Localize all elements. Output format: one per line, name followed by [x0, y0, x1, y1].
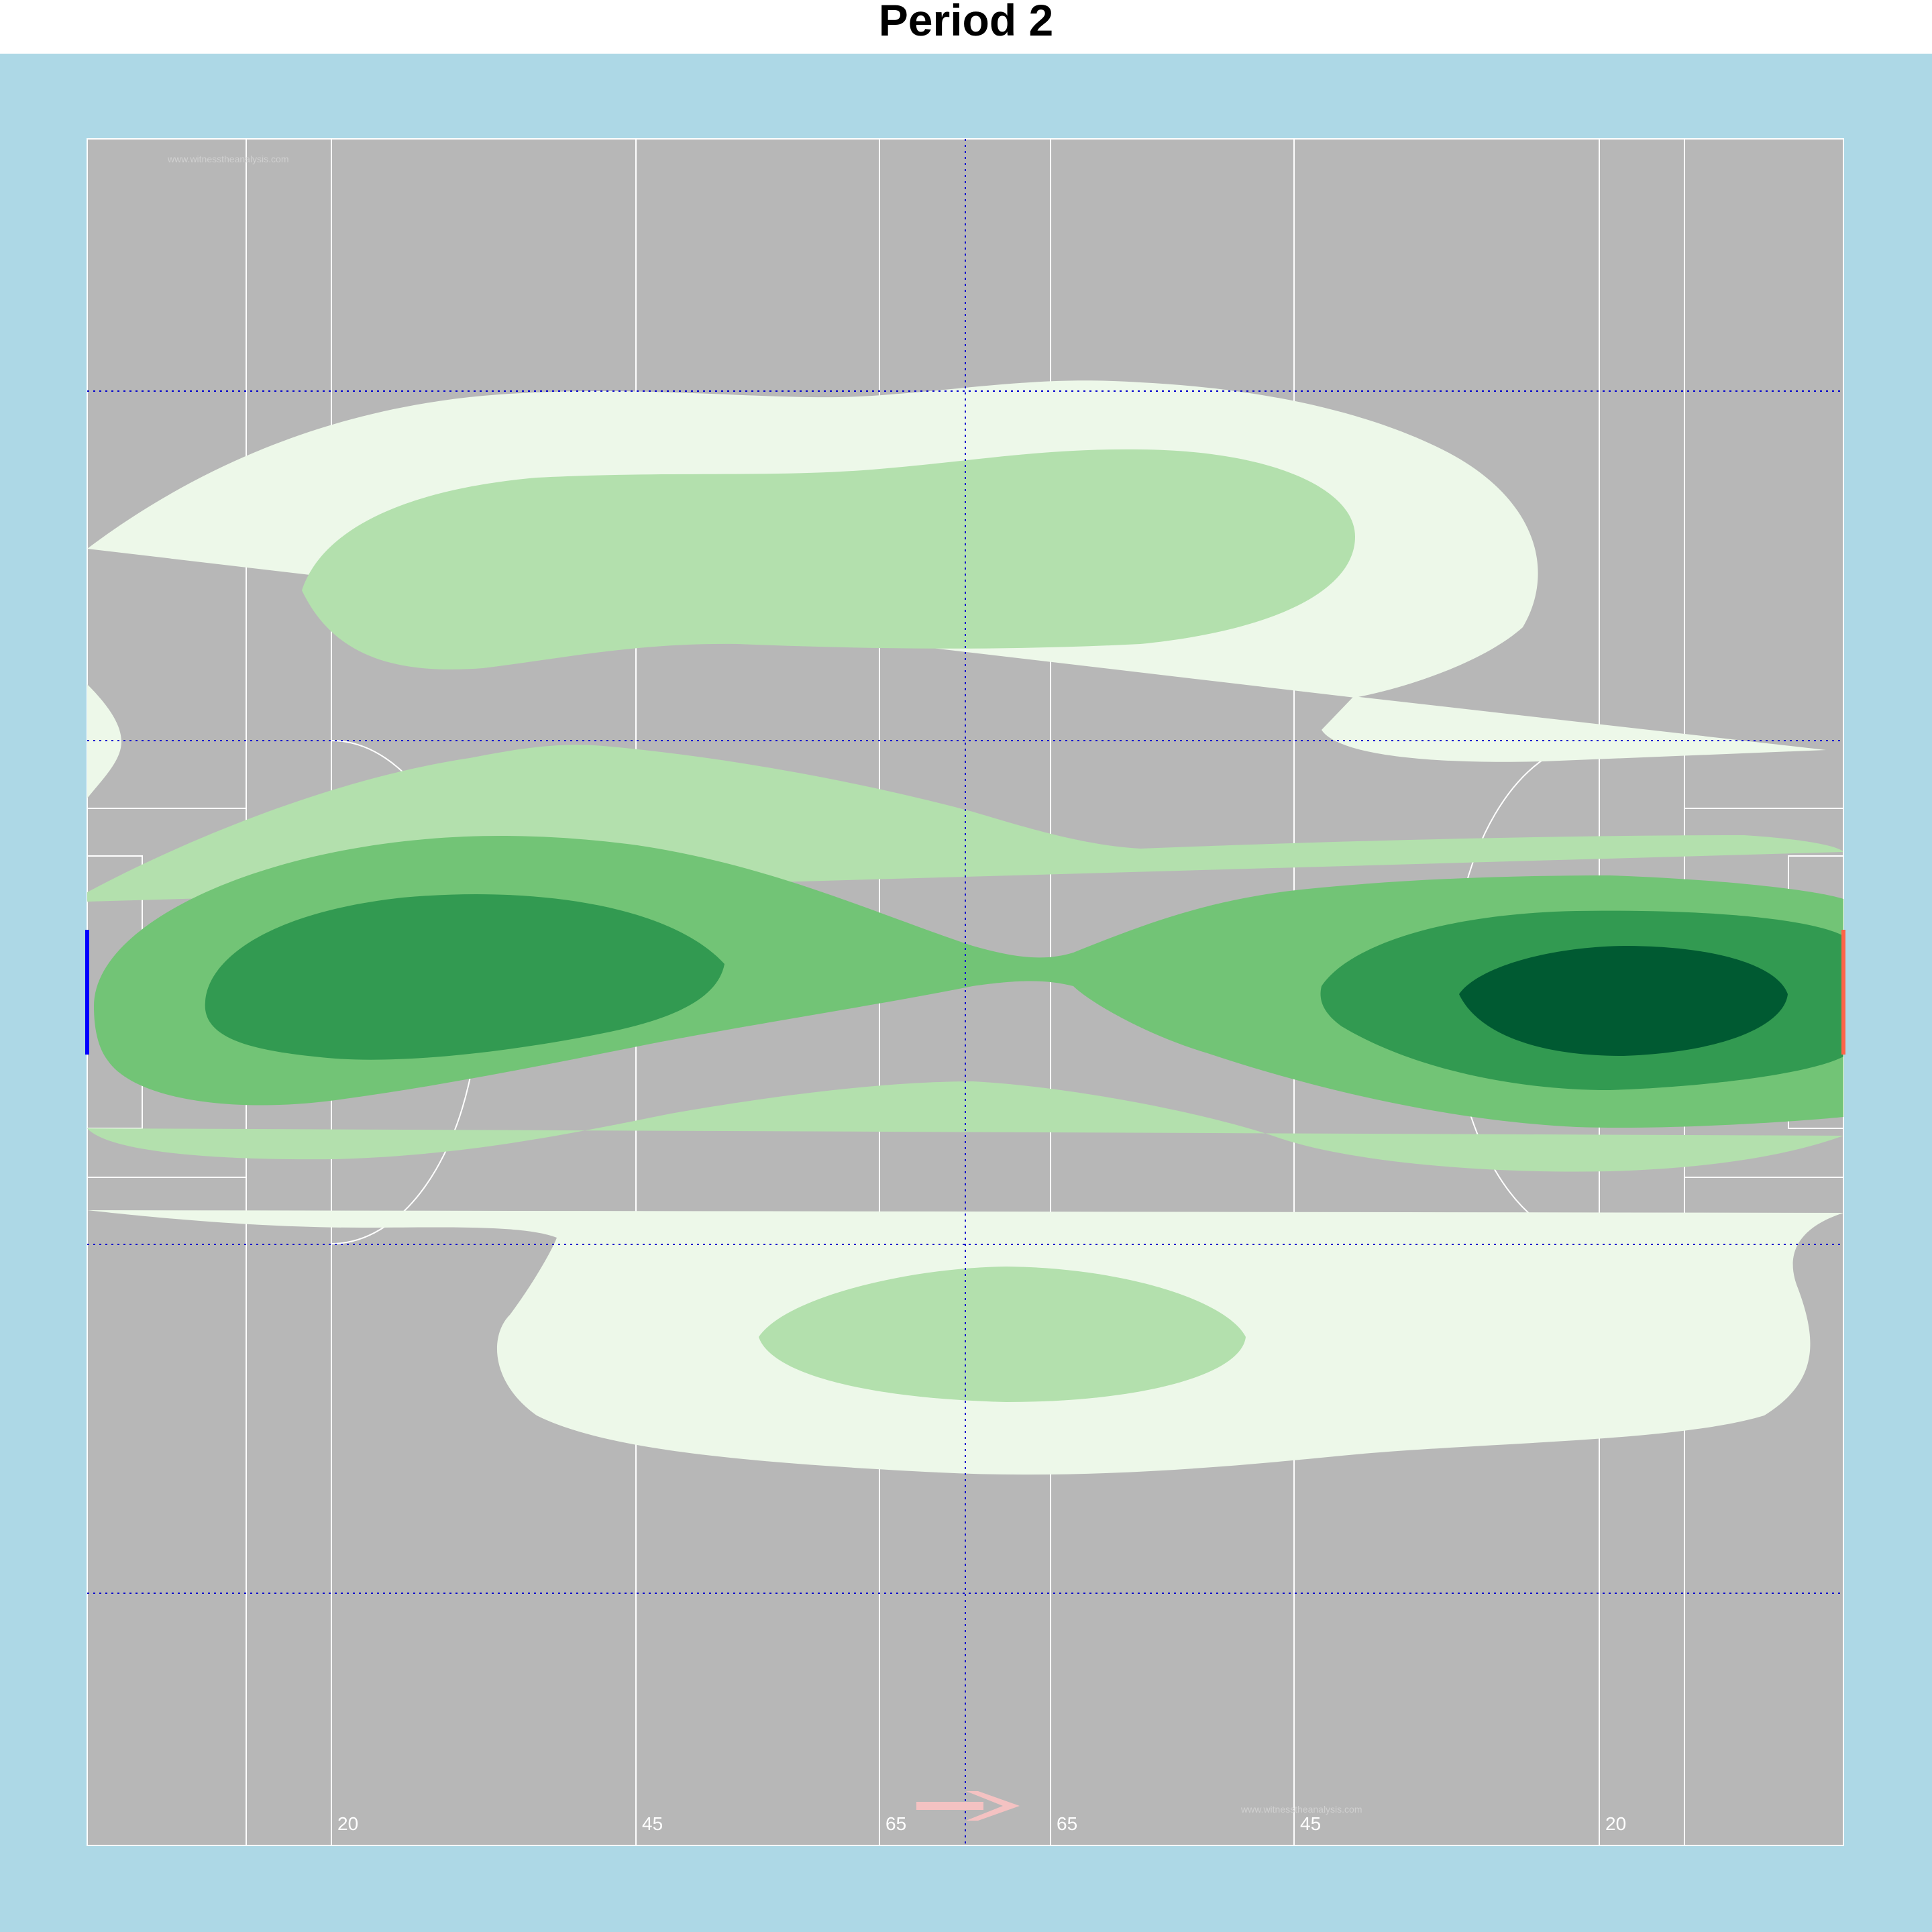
- right-goal-marker: [1841, 930, 1845, 1055]
- pitch-label-65-right: 65: [1057, 1813, 1077, 1834]
- left-goal-marker: [85, 930, 89, 1055]
- pitch-label-45-left: 45: [642, 1813, 663, 1834]
- pitch-label-65-left: 65: [885, 1813, 906, 1834]
- zone-grid: [87, 139, 1843, 1845]
- watermark-top: www.witnesstheanalysis.com: [167, 154, 289, 164]
- density-contour-left-core: [205, 894, 724, 1060]
- title-bar: [0, 0, 1932, 54]
- pitch-label-20-right: 20: [1605, 1813, 1626, 1834]
- density-level-5: [1459, 946, 1788, 1056]
- density-contour-upper-tail: [1322, 696, 1826, 762]
- density-contour-lower-blob: [759, 1267, 1246, 1402]
- pitch-label-45-right: 45: [1300, 1813, 1321, 1834]
- density-contour-peak: [1459, 946, 1788, 1056]
- density-contour-left-edge: [87, 684, 121, 798]
- density-contour-mid-lower: [87, 1081, 1843, 1172]
- density-contour-upper-blob: [302, 449, 1355, 669]
- attack-direction-arrow: [916, 1791, 1020, 1821]
- chart-title: Period 2: [878, 0, 1054, 45]
- watermark-bottom: www.witnesstheanalysis.com: [1240, 1804, 1362, 1815]
- pitch-label-20-left: 20: [337, 1813, 358, 1834]
